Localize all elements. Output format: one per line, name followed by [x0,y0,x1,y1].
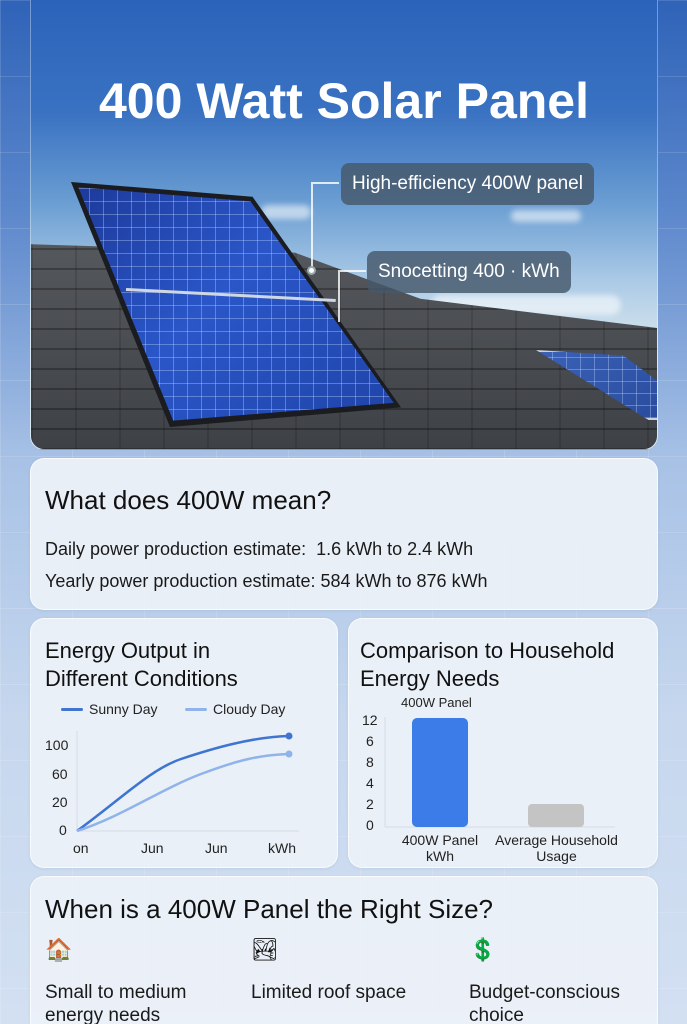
what-400w-card: What does 400W mean? Daily power product… [30,458,658,610]
y-tick: 0 [59,822,67,838]
legend-swatch-cloudy [185,707,207,711]
x-tick-household: Average Household Usage [489,832,624,864]
legend-swatch-sunny [61,707,83,711]
reason-budget-conscious: 💲 Budget-conscious choice [469,937,669,1024]
line-chart [76,731,299,833]
y-tick: 8 [366,754,374,770]
y-tick: 60 [52,766,68,782]
y-tick: 12 [362,712,378,728]
bar-chart [384,717,615,828]
right-size-card: When is a 400W Panel the Right Size? 🏠 S… [30,876,658,1024]
legend-sunny: Sunny Day [61,701,157,717]
x-tick: Jun [205,840,228,856]
y-tick: 2 [366,796,374,812]
y-tick: 100 [45,737,69,753]
x-tick-line: 400W Panel [401,832,479,848]
reason-line-1: Small to medium [45,982,187,1003]
cloud [261,205,311,219]
callout-kwh: Snocetting 400 · kWh [367,251,571,293]
card-title: When is a 400W Panel the Right Size? [45,894,494,924]
title-line-1: Energy Output in [45,638,211,663]
y-tick: 4 [366,775,374,791]
callout-anchor-dot [307,266,316,275]
yearly-estimate-value: 584 kWh to 876 kWh [320,571,488,591]
y-tick: 6 [366,733,374,749]
daily-estimate-label: Daily power production estimate: [45,539,317,559]
card-title: Comparison to Household Energy Needs [360,637,614,693]
callout-high-efficiency: High-efficiency 400W panel [341,163,594,205]
hero-image: 400 Watt Solar Panel High-efficiency 400… [30,0,658,450]
reason-text: Small to medium energy needs [45,981,245,1024]
yearly-estimate-label: Yearly power production estimate: [45,571,321,591]
callout-leader-line [338,270,366,322]
legend-cloudy: Cloudy Day [185,701,285,717]
household-comparison-card: Comparison to Household Energy Needs 400… [348,618,658,868]
reason-line-2: choice [469,1005,524,1024]
x-tick: kWh [268,840,296,856]
daily-estimate-row: Daily power production estimate: 1.6 kWh… [45,539,473,560]
legend-label: Cloudy Day [213,701,286,717]
y-tick: 20 [52,794,68,810]
reason-line-1: Limited roof space [251,982,407,1003]
reason-text: Limited roof space [251,981,451,1004]
dollar-coin-icon: 💲 [469,937,497,962]
x-tick: on [73,840,89,856]
reason-line-1: Budget-conscious [469,982,621,1003]
reason-text: Budget-conscious choice [469,981,669,1024]
daily-estimate-value: 1.6 kWh to 2.4 kWh [316,539,474,559]
title-line-2: Different Conditions [45,666,238,691]
reason-limited-roof-space: 🏞 Limited roof space [251,937,451,1004]
x-tick-panel: 400W Panel kWh [399,832,481,864]
x-tick-line: Average Household [495,832,618,848]
bar-annotation: 400W Panel [401,695,472,710]
roof-space-icon: 🏞 [251,937,279,962]
title-line-2: Energy Needs [360,666,500,691]
yearly-estimate-row: Yearly power production estimate: 584 kW… [45,571,488,592]
x-tick: Jun [141,840,164,856]
x-tick-line: Usage [536,848,577,864]
legend-label: Sunny Day [89,701,158,717]
card-title: What does 400W mean? [45,485,332,515]
page-title: 400 Watt Solar Panel [99,73,589,129]
y-tick: 0 [366,817,374,833]
reason-line-2: energy needs [45,1005,161,1024]
title-line-1: Comparison to Household [360,638,615,663]
callout-leader-line [311,182,339,272]
cloud [511,210,581,222]
energy-output-card: Energy Output in Different Conditions Su… [30,618,338,868]
house-icon: 🏠 [45,937,73,962]
card-title: Energy Output in Different Conditions [45,637,238,693]
reason-small-medium-needs: 🏠 Small to medium energy needs [45,937,245,1024]
x-tick-line: kWh [426,848,454,864]
